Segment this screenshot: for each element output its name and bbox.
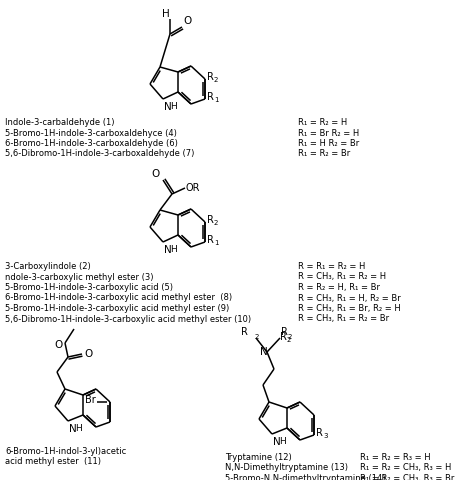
Text: N: N bbox=[69, 423, 77, 433]
Text: Br: Br bbox=[85, 394, 96, 404]
Text: Tryptamine (12): Tryptamine (12) bbox=[225, 452, 292, 461]
Text: R = R₁ = R₂ = H: R = R₁ = R₂ = H bbox=[298, 262, 365, 270]
Text: R = CH₃, R₁ = R₂ = H: R = CH₃, R₁ = R₂ = H bbox=[298, 272, 386, 281]
Text: O: O bbox=[84, 348, 92, 358]
Text: R = CH₃, R₁ = R₂ = Br: R = CH₃, R₁ = R₂ = Br bbox=[298, 314, 389, 323]
Text: H: H bbox=[170, 244, 177, 253]
Text: R = CH₃, R₁ = H, R₂ = Br: R = CH₃, R₁ = H, R₂ = Br bbox=[298, 293, 401, 302]
Text: Indole-3-carbaldehyde (1): Indole-3-carbaldehyde (1) bbox=[5, 118, 115, 127]
Text: 6-Bromo-1H-indole-3-carboxylic acid methyl ester  (8): 6-Bromo-1H-indole-3-carboxylic acid meth… bbox=[5, 293, 232, 302]
Text: R₁ = R₂ = Br: R₁ = R₂ = Br bbox=[298, 149, 350, 158]
Text: H: H bbox=[279, 436, 286, 445]
Text: H: H bbox=[170, 102, 177, 111]
Text: OR: OR bbox=[186, 182, 201, 192]
Text: acid methyl ester  (11): acid methyl ester (11) bbox=[5, 456, 101, 465]
Text: 2: 2 bbox=[287, 336, 292, 342]
Text: 5-Bromo-N,N-dimethyltryptamine (14): 5-Bromo-N,N-dimethyltryptamine (14) bbox=[225, 473, 385, 480]
Text: 5-Bromo-1H-indole-3-carboxaldehyce (4): 5-Bromo-1H-indole-3-carboxaldehyce (4) bbox=[5, 128, 177, 137]
Text: O: O bbox=[152, 168, 160, 179]
Text: N: N bbox=[260, 346, 268, 356]
Text: 2: 2 bbox=[214, 77, 219, 83]
Text: 5-Bromo-1H-indole-3-carboxylic acid methyl ester (9): 5-Bromo-1H-indole-3-carboxylic acid meth… bbox=[5, 303, 229, 312]
Text: R₁ = R₂ = H: R₁ = R₂ = H bbox=[298, 118, 347, 127]
Text: 6-Bromo-1H-indole-3-carboxaldehyde (6): 6-Bromo-1H-indole-3-carboxaldehyde (6) bbox=[5, 139, 178, 148]
Text: 2: 2 bbox=[288, 333, 292, 339]
Text: 6-Bromo-1H-indol-3-yl)acetic: 6-Bromo-1H-indol-3-yl)acetic bbox=[5, 446, 126, 455]
Text: 1: 1 bbox=[214, 97, 219, 103]
Text: R₁ = R₂ = R₃ = H: R₁ = R₂ = R₃ = H bbox=[360, 452, 430, 461]
Text: H: H bbox=[75, 423, 82, 432]
Text: R: R bbox=[207, 72, 214, 82]
Text: ndole-3-carboxylic methyl ester (3): ndole-3-carboxylic methyl ester (3) bbox=[5, 272, 154, 281]
Text: 2: 2 bbox=[214, 219, 219, 226]
Text: N,N-Dimethyltryptamine (13): N,N-Dimethyltryptamine (13) bbox=[225, 463, 348, 471]
Text: O: O bbox=[55, 339, 63, 349]
Text: O: O bbox=[183, 16, 191, 26]
Text: 5,6-Dibromo-1H-indole-3-carboxaldehyde (7): 5,6-Dibromo-1H-indole-3-carboxaldehyde (… bbox=[5, 149, 194, 158]
Text: R: R bbox=[316, 427, 323, 437]
Text: R = R₂ = H, R₁ = Br: R = R₂ = H, R₁ = Br bbox=[298, 282, 380, 291]
Text: N: N bbox=[273, 436, 281, 446]
Text: 2: 2 bbox=[255, 333, 259, 339]
Text: 3-Carboxylindole (2): 3-Carboxylindole (2) bbox=[5, 262, 91, 270]
Text: R₁ = Br R₂ = H: R₁ = Br R₂ = H bbox=[298, 128, 359, 137]
Text: H: H bbox=[162, 9, 170, 19]
Text: R: R bbox=[281, 326, 288, 336]
Text: 5,6-Dibromo-1H-indole-3-carboxylic acid methyl ester (10): 5,6-Dibromo-1H-indole-3-carboxylic acid … bbox=[5, 314, 251, 323]
Text: R: R bbox=[207, 215, 214, 225]
Text: R: R bbox=[241, 326, 248, 336]
Text: N: N bbox=[164, 244, 172, 254]
Text: 3: 3 bbox=[323, 432, 328, 438]
Text: R₁ = H R₂ = Br: R₁ = H R₂ = Br bbox=[298, 139, 359, 148]
Text: 1: 1 bbox=[214, 240, 219, 245]
Text: R: R bbox=[280, 331, 287, 341]
Text: R₁ = R₂ = CH₃, R₃ = H: R₁ = R₂ = CH₃, R₃ = H bbox=[360, 463, 451, 471]
Text: R: R bbox=[207, 92, 214, 102]
Text: R = CH₃, R₁ = Br, R₂ = H: R = CH₃, R₁ = Br, R₂ = H bbox=[298, 303, 401, 312]
Text: 5-Bromo-1H-indole-3-carboxylic acid (5): 5-Bromo-1H-indole-3-carboxylic acid (5) bbox=[5, 282, 173, 291]
Text: R: R bbox=[207, 235, 214, 244]
Text: R₁ = R₂ = CH₃, R₃ = Br: R₁ = R₂ = CH₃, R₃ = Br bbox=[360, 473, 455, 480]
Text: N: N bbox=[164, 102, 172, 112]
